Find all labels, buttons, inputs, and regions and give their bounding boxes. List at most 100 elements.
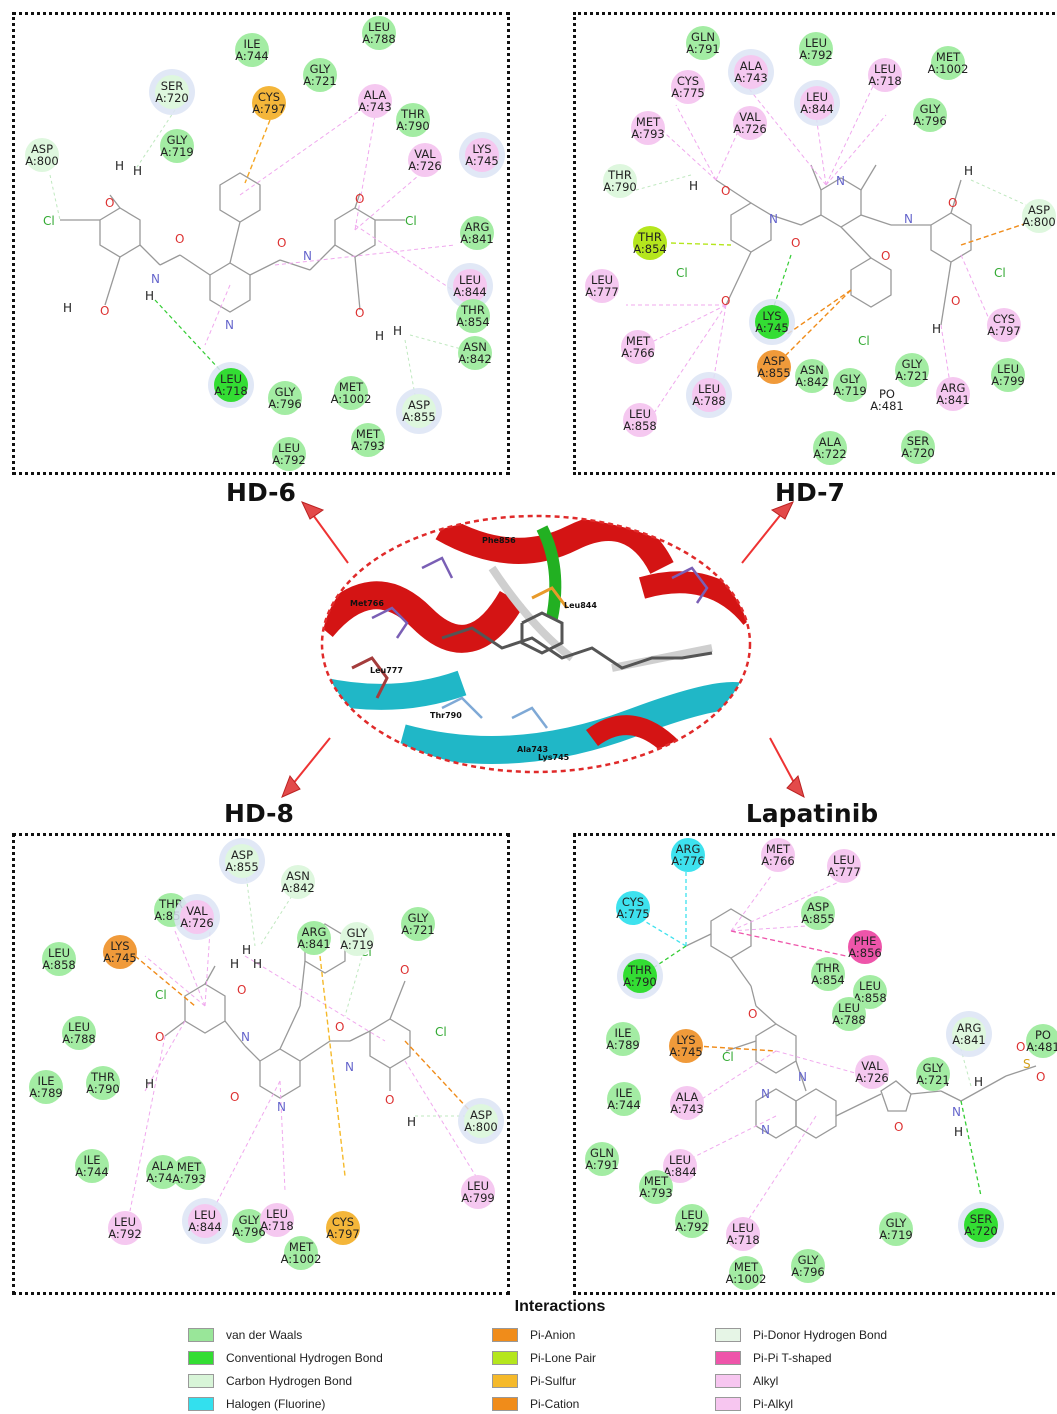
residue-chain-id: A:745 bbox=[669, 1045, 703, 1059]
residue-hd7-thr-790: THR A:790 bbox=[603, 164, 637, 198]
residue-name: MET bbox=[338, 380, 364, 394]
residue-name: LEU bbox=[804, 36, 828, 50]
residue-name: MET bbox=[176, 1160, 202, 1174]
residue-hd7-met-793: MET A:793 bbox=[631, 111, 665, 145]
legend-swatch bbox=[492, 1374, 518, 1388]
svg-text:H: H bbox=[242, 943, 251, 957]
residue-name: THR bbox=[628, 963, 652, 977]
residue-name: VAL bbox=[861, 1059, 883, 1073]
residue-name: THR bbox=[91, 1070, 115, 1084]
svg-text:H: H bbox=[932, 322, 941, 336]
svg-text:H: H bbox=[964, 164, 973, 178]
residue-name: LEU bbox=[193, 1208, 217, 1222]
residue-chain-id: A:791 bbox=[686, 42, 720, 56]
residue-chain-id: A:720 bbox=[155, 91, 189, 105]
svg-text:S: S bbox=[1023, 1057, 1031, 1071]
residue-hd6-leu-844: LEU A:844 bbox=[453, 269, 487, 303]
residue-hd7-met-1002: MET A:1002 bbox=[928, 46, 968, 80]
residue-lapatinib-met-1002: MET A:1002 bbox=[726, 1256, 766, 1290]
residue-hd8-asp-800: ASP A:800 bbox=[464, 1104, 498, 1138]
residue-chain-id: A:775 bbox=[671, 86, 705, 100]
svg-text:O: O bbox=[335, 1020, 344, 1034]
residue-name: SER bbox=[160, 79, 184, 93]
residue-chain-id: A:719 bbox=[160, 145, 194, 159]
residue-hd6-lys-745: LYS A:745 bbox=[465, 138, 499, 172]
residue-lapatinib-leu-858: LEU A:858 bbox=[853, 975, 887, 1009]
svg-text:O: O bbox=[1036, 1070, 1045, 1084]
svg-text:H: H bbox=[63, 301, 72, 315]
residue-lapatinib-thr-854: THR A:854 bbox=[811, 957, 845, 991]
residue-hd8-lys-745: LYS A:745 bbox=[103, 935, 137, 969]
residue-label-ala743: Ala743 bbox=[517, 745, 548, 754]
residue-chain-id: A:796 bbox=[268, 397, 302, 411]
residue-hd7-lys-745: LYS A:745 bbox=[755, 305, 789, 339]
residue-hd7-thr-854: THR A:854 bbox=[633, 226, 667, 260]
residue-name: ASP bbox=[762, 354, 786, 368]
legend-swatch bbox=[188, 1351, 214, 1365]
residue-chain-id: A:777 bbox=[585, 285, 619, 299]
residue-hd8-met-1002: MET A:1002 bbox=[281, 1236, 321, 1270]
residue-hd7-val-726: VAL A:726 bbox=[733, 106, 767, 140]
residue-lapatinib-cys-775: CYS A:775 bbox=[616, 891, 650, 925]
residue-chain-id: A:842 bbox=[795, 375, 829, 389]
residue-chain-id: A:799 bbox=[991, 374, 1025, 388]
svg-text:Cl: Cl bbox=[676, 266, 688, 280]
residue-name: THR bbox=[401, 107, 425, 121]
residue-name: LYS bbox=[762, 309, 782, 323]
residue-chain-id: A:719 bbox=[833, 384, 867, 398]
svg-text:Cl: Cl bbox=[722, 1050, 734, 1064]
residue-name: LEU bbox=[458, 273, 482, 287]
residue-hd7-gly-796: GLY A:796 bbox=[913, 98, 947, 132]
residue-hd6-met-1002: MET A:1002 bbox=[331, 376, 371, 410]
residue-name: GLY bbox=[166, 133, 188, 147]
label-lapatinib: Lapatinib bbox=[745, 799, 879, 828]
residue-name: GLY bbox=[901, 357, 923, 371]
residue-name: LEU bbox=[277, 441, 301, 455]
residue-hd6-cys-797: CYS A:797 bbox=[252, 86, 286, 120]
residue-hd8-ile-744: ILE A:744 bbox=[75, 1149, 109, 1183]
residue-chain-id: A:1002 bbox=[330, 392, 372, 406]
residue-lapatinib-ile-744: ILE A:744 bbox=[607, 1082, 641, 1116]
residue-hd7-ser-720: SER A:720 bbox=[901, 430, 935, 464]
residue-name: GLY bbox=[274, 385, 296, 399]
residue-chain-id: A:790 bbox=[86, 1082, 120, 1096]
svg-text:H: H bbox=[115, 159, 124, 173]
residue-name: MET bbox=[733, 1260, 759, 1274]
residue-name: ARG bbox=[675, 842, 701, 856]
residue-chain-id: A:788 bbox=[62, 1032, 96, 1046]
residue-chain-id: A:721 bbox=[303, 74, 337, 88]
residue-lapatinib-arg-776: ARG A:776 bbox=[671, 838, 705, 872]
legend-swatch bbox=[188, 1374, 214, 1388]
residue-lapatinib-arg-841: ARG A:841 bbox=[952, 1017, 986, 1051]
residue-lapatinib-ala-743: ALA A:743 bbox=[670, 1086, 704, 1120]
residue-chain-id: A:855 bbox=[402, 410, 436, 424]
residue-hd6-asp-800: ASP A:800 bbox=[25, 138, 59, 172]
svg-text:O: O bbox=[881, 249, 890, 263]
residue-hd8-arg-841: ARG A:841 bbox=[297, 921, 331, 955]
residue-chain-id: A:793 bbox=[351, 439, 385, 453]
residue-lapatinib-leu-777: LEU A:777 bbox=[827, 849, 861, 883]
residue-chain-id: A:796 bbox=[791, 1265, 825, 1279]
residue-chain-id: A:718 bbox=[726, 1233, 760, 1247]
residue-hd6-met-793: MET A:793 bbox=[351, 423, 385, 457]
residue-hd6-leu-792: LEU A:792 bbox=[272, 437, 306, 471]
residue-name: ILE bbox=[614, 1026, 632, 1040]
residue-hd8-gly-719: GLY A:719 bbox=[340, 922, 374, 956]
residue-chain-id: A:799 bbox=[461, 1191, 495, 1205]
residue-name: THR bbox=[816, 961, 840, 975]
svg-text:O: O bbox=[948, 196, 957, 210]
legend-item-pipi: Pi-Pi T-shaped bbox=[715, 1348, 832, 1368]
residue-hd8-leu-799: LEU A:799 bbox=[461, 1175, 495, 1209]
residue-hd8-val-726: VAL A:726 bbox=[180, 900, 214, 934]
svg-text:Cl: Cl bbox=[435, 1025, 447, 1039]
residue-hd7-gly-719: GLY A:719 bbox=[833, 368, 867, 402]
svg-text:O: O bbox=[155, 1030, 164, 1044]
residue-chain-id: A:855 bbox=[225, 860, 259, 874]
svg-text:N: N bbox=[277, 1100, 286, 1114]
residue-chain-id: A:726 bbox=[408, 159, 442, 173]
residue-name: GLY bbox=[839, 372, 861, 386]
residue-chain-id: A:721 bbox=[895, 369, 929, 383]
residue-name: MET bbox=[643, 1174, 669, 1188]
residue-name: LEU bbox=[668, 1153, 692, 1167]
residue-hd6-thr-854: THR A:854 bbox=[456, 299, 490, 333]
